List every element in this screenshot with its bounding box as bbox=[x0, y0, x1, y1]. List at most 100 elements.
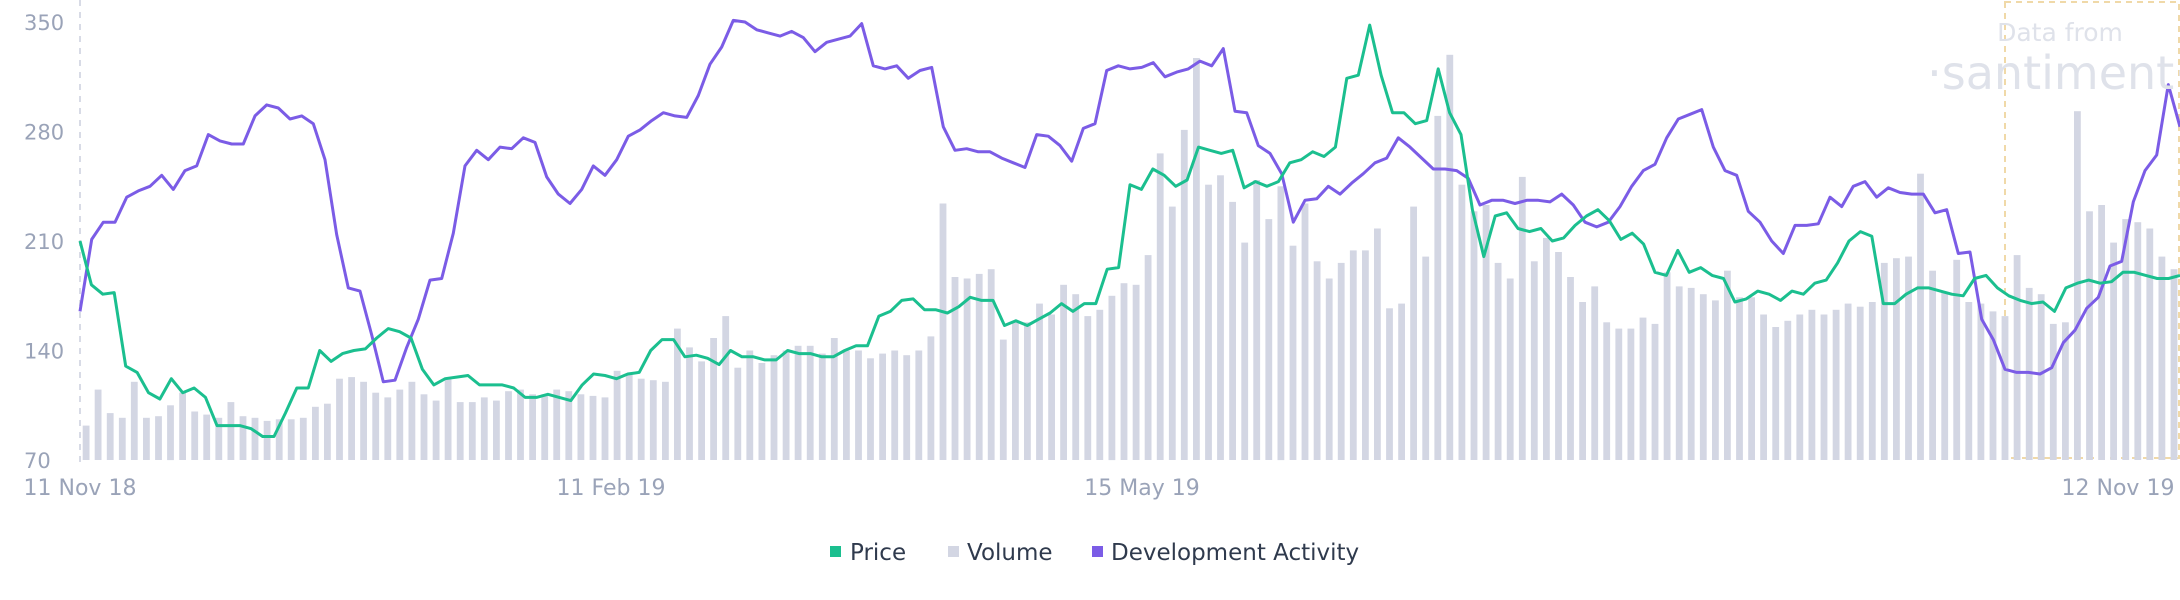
volume-bar bbox=[82, 425, 90, 460]
volume-bar bbox=[215, 417, 223, 460]
volume-bar bbox=[2062, 322, 2069, 460]
volume-bar bbox=[1470, 211, 1478, 460]
volume-bar bbox=[1989, 311, 1997, 460]
legend-label-dev: Development Activity bbox=[1111, 540, 1359, 566]
volume-bar bbox=[1241, 242, 1249, 460]
price-line bbox=[78, 23, 2180, 438]
volume-bar bbox=[529, 394, 536, 460]
volume-bar bbox=[2001, 316, 2009, 460]
volume-bar bbox=[1337, 262, 1345, 460]
volume-bar bbox=[227, 402, 235, 460]
volume-bar bbox=[1555, 252, 1562, 460]
volume-bar bbox=[324, 403, 331, 460]
volume-bar bbox=[1712, 300, 1719, 460]
volume-bar bbox=[1349, 250, 1357, 460]
volume-bar bbox=[1724, 270, 1731, 460]
volume-bar bbox=[698, 361, 705, 460]
volume-bar bbox=[553, 389, 561, 460]
volume-bar bbox=[2170, 269, 2178, 460]
volume-bar bbox=[674, 328, 681, 460]
volume-bar bbox=[2110, 242, 2117, 460]
volume-bar bbox=[179, 392, 186, 460]
volume-bar bbox=[444, 378, 452, 460]
volume-bar bbox=[794, 345, 802, 460]
volume-bar bbox=[999, 339, 1007, 460]
volume-bar bbox=[384, 397, 392, 460]
volume-bar bbox=[1796, 314, 1804, 460]
volume-bar bbox=[1229, 201, 1236, 460]
volume-bar bbox=[480, 397, 488, 460]
volume-bar bbox=[1965, 302, 1973, 460]
legend: Price Volume Development Activity bbox=[830, 540, 1359, 566]
x-axis: 11 Nov 18 11 Feb 19 15 May 19 12 Nov 19 bbox=[24, 476, 2175, 501]
volume-bar bbox=[1096, 309, 1104, 460]
volume-bar bbox=[710, 338, 717, 460]
volume-bar bbox=[1736, 297, 1743, 460]
volume-bar bbox=[94, 389, 102, 460]
volume-bar bbox=[782, 350, 790, 460]
volume-bar bbox=[1579, 302, 1586, 460]
volume-bar bbox=[191, 411, 199, 460]
volume-bar bbox=[1639, 317, 1647, 460]
volume-bar bbox=[1953, 259, 1961, 460]
volume-bar bbox=[1168, 206, 1176, 460]
volume-bar bbox=[505, 391, 512, 460]
volume-bar bbox=[589, 395, 597, 460]
volume-bar bbox=[1615, 328, 1623, 460]
volume-bar bbox=[1880, 262, 1888, 460]
volume-bar bbox=[1205, 184, 1212, 460]
volume-bar bbox=[649, 380, 657, 460]
volume-bar bbox=[927, 336, 935, 460]
y-tick-label: 280 bbox=[24, 121, 64, 145]
volume-bar bbox=[2049, 323, 2057, 460]
volume-bar bbox=[312, 406, 319, 460]
volume-bar bbox=[287, 419, 295, 460]
volume-bar bbox=[577, 394, 585, 460]
volume-bar bbox=[1277, 186, 1285, 461]
volume-bar bbox=[1108, 295, 1116, 461]
volume-bar bbox=[1374, 228, 1381, 460]
volume-bar bbox=[239, 416, 247, 460]
x-tick-label: 12 Nov 19 bbox=[2062, 476, 2175, 501]
watermark-line1: Data from bbox=[1997, 18, 2123, 47]
volume-bar bbox=[2134, 222, 2142, 460]
volume-bar bbox=[879, 353, 886, 460]
volume-bar bbox=[565, 391, 573, 460]
volume-bar bbox=[939, 203, 947, 460]
volume-bar bbox=[1530, 261, 1538, 460]
volume-bar bbox=[2074, 111, 2081, 460]
volume-bar bbox=[637, 378, 645, 460]
volume-bar bbox=[1434, 115, 1442, 461]
volume-bar bbox=[203, 414, 211, 460]
volume-bar bbox=[275, 419, 283, 460]
volume-bar bbox=[1422, 256, 1430, 460]
y-tick-label: 210 bbox=[24, 230, 64, 254]
volume-bar bbox=[1844, 303, 1852, 460]
volume-bar bbox=[1832, 309, 1840, 460]
volume-bar bbox=[1060, 284, 1067, 460]
legend-label-price: Price bbox=[850, 540, 906, 566]
volume-bar bbox=[360, 381, 367, 460]
volume-bar bbox=[951, 277, 959, 460]
volume-bar bbox=[372, 392, 380, 460]
volume-bar bbox=[1398, 303, 1405, 460]
volume-bar bbox=[263, 420, 271, 460]
volume-bar bbox=[1012, 322, 1019, 460]
volume-bar bbox=[1929, 270, 1936, 460]
volume-bar bbox=[1193, 58, 1200, 460]
volume-bar bbox=[746, 350, 754, 460]
volume-bar bbox=[1084, 316, 1092, 460]
volume-bar bbox=[1156, 153, 1164, 460]
volume-bar bbox=[1518, 176, 1526, 460]
y-axis: 70 140 210 280 350 bbox=[24, 11, 64, 473]
volume-bar bbox=[1784, 320, 1792, 460]
volume-bar bbox=[601, 397, 609, 460]
x-tick-label: 15 May 19 bbox=[1084, 476, 1199, 501]
volume-bar bbox=[106, 413, 114, 460]
volume-bar bbox=[1917, 173, 1924, 460]
volume-bar bbox=[167, 405, 174, 461]
volume-bar bbox=[1048, 314, 1055, 460]
volume-bar bbox=[987, 269, 995, 460]
volume-bar bbox=[1362, 250, 1369, 460]
volume-bar bbox=[1772, 327, 1780, 460]
